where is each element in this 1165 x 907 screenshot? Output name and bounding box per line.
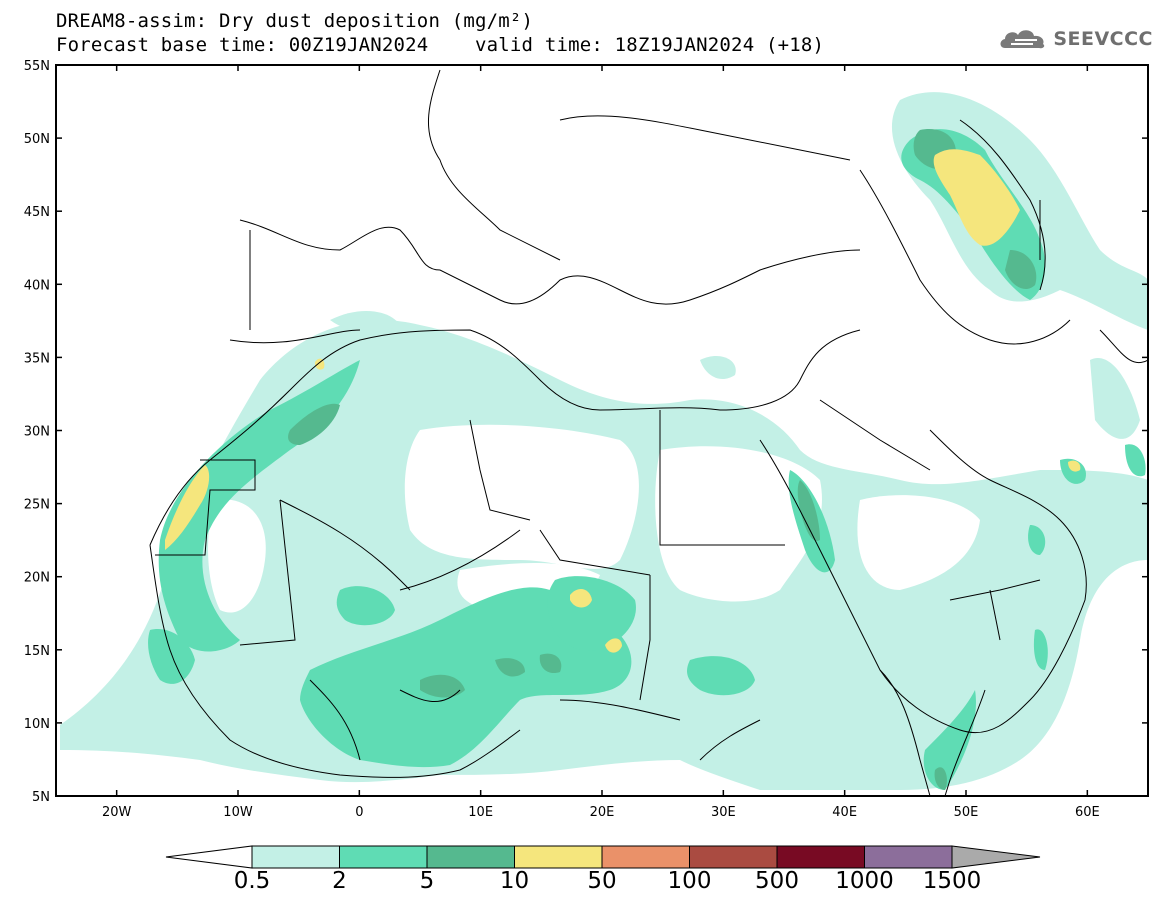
lat-tick-label: 5N	[32, 790, 50, 805]
lon-tick-label: 10E	[468, 805, 493, 820]
dust-field	[60, 69, 1148, 796]
lon-tick-label: 60E	[1075, 805, 1100, 820]
lat-tick-label: 25N	[24, 498, 50, 513]
lon-tick-label: 10W	[223, 805, 253, 820]
axis-ticks: 55N 50N 45N 40N 35N 30N 25N 20N 15N 10N 5N 20W 10W 0 1…	[24, 59, 1148, 820]
lon-tick-label: 20E	[590, 805, 615, 820]
colorbar	[165, 845, 1041, 869]
cloud-icon	[1000, 30, 1045, 49]
map-title: DREAM8-assim: Dry dust deposition (mg/m²…	[56, 10, 534, 32]
lon-tick-label: 0	[355, 805, 363, 820]
colorbar-label: 10	[499, 868, 530, 894]
colorbar-segment	[426, 845, 515, 869]
lat-tick-label: 20N	[24, 571, 50, 586]
lon-tick-label: 40E	[832, 805, 857, 820]
lon-tick-label: 50E	[954, 805, 979, 820]
lon-tick-label: 30E	[711, 805, 736, 820]
colorbar-label: 0.5	[233, 868, 271, 894]
lat-tick-label: 15N	[24, 644, 50, 659]
colorbar-label: 1500	[922, 868, 982, 894]
lat-tick-label: 40N	[24, 278, 50, 293]
colorbar-segment	[864, 845, 953, 869]
colorbar-label: 500	[755, 868, 799, 894]
lat-tick-label: 55N	[24, 59, 50, 74]
colorbar-segment	[251, 845, 340, 869]
colorbar-segment	[514, 845, 603, 869]
forecast-time-subtitle: Forecast base time: 00Z19JAN2024 valid t…	[56, 34, 825, 56]
colorbar-segment	[601, 845, 690, 869]
seevccc-logo: SEEVCCC	[997, 26, 1153, 52]
lat-tick-label: 45N	[24, 205, 50, 220]
lat-tick-label: 35N	[24, 351, 50, 366]
colorbar-segment	[339, 845, 428, 869]
colorbar-under-triangle	[165, 845, 253, 869]
colorbar-segment	[689, 845, 778, 869]
colorbar-segment	[776, 845, 865, 869]
colorbar-label: 1000	[835, 868, 894, 894]
lat-tick-label: 10N	[24, 717, 50, 732]
lon-tick-label: 20W	[102, 805, 132, 820]
colorbar-label: 5	[419, 868, 435, 894]
colorbar-over-triangle	[951, 845, 1041, 869]
lat-tick-label: 30N	[24, 425, 50, 440]
colorbar-label: 100	[667, 868, 712, 894]
lat-tick-label: 50N	[24, 132, 50, 147]
colorbar-label: 2	[332, 868, 347, 894]
logo-text: SEEVCCC	[1053, 28, 1153, 50]
colorbar-label: 50	[587, 868, 617, 894]
